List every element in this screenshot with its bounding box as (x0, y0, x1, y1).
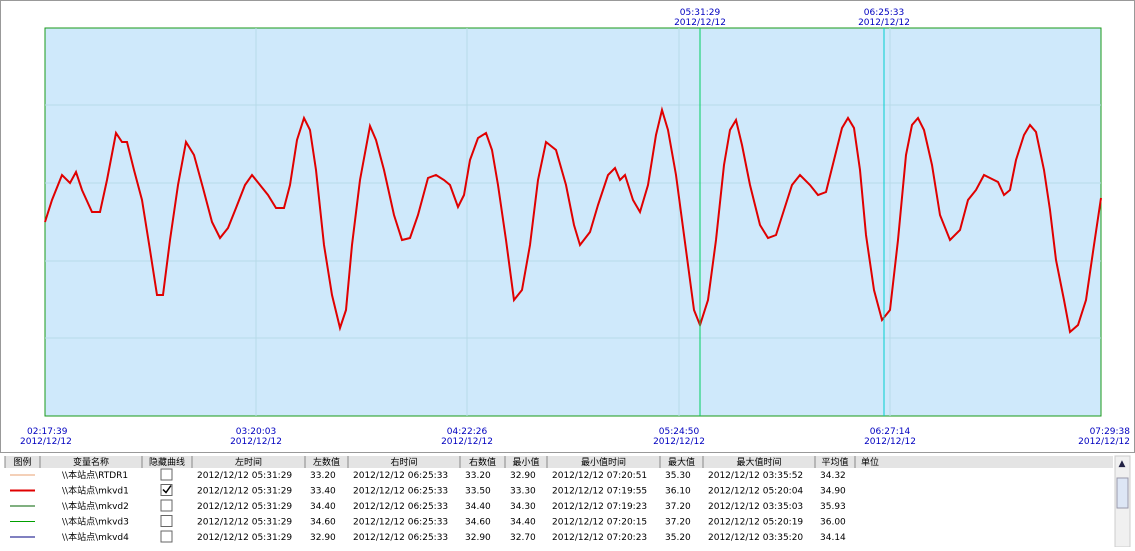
variable-name: \\本站点\mkvd4 (62, 531, 129, 543)
variable-name: \\本站点\RTDR1 (62, 469, 128, 481)
table-cell: 2012/12/12 06:25:33 (353, 533, 448, 543)
table-cell: 32.90 (510, 471, 536, 481)
column-header: 隐藏曲线 (149, 456, 185, 468)
table-cell: 32.90 (465, 533, 491, 543)
table-cell: 32.70 (510, 533, 536, 543)
table-cell: 2012/12/12 07:19:55 (552, 487, 647, 497)
cursor-date: 2012/12/12 (858, 18, 910, 28)
table-cell: 2012/12/12 05:31:29 (197, 487, 292, 497)
table-cell: 34.30 (510, 502, 536, 512)
hide-checkbox[interactable] (160, 468, 173, 481)
cursor-time: 06:25:33 (864, 8, 904, 18)
table-cell: 2012/12/12 06:25:33 (353, 518, 448, 528)
x-tick-date: 2012/12/12 (1078, 437, 1130, 447)
column-header: 最小值 (512, 456, 539, 468)
table-cell: 34.32 (820, 471, 846, 481)
table-cell: 33.30 (510, 487, 536, 497)
table-cell: 37.20 (665, 502, 691, 512)
table-cell: 35.20 (665, 533, 691, 543)
table-cell: 33.50 (465, 487, 491, 497)
x-tick-time: 04:22:26 (447, 427, 488, 437)
table-cell: 2012/12/12 07:19:23 (552, 502, 647, 512)
variable-name: \\本站点\mkvd1 (62, 485, 129, 497)
table-cell: 2012/12/12 06:25:33 (353, 502, 448, 512)
x-tick-date: 2012/12/12 (653, 437, 705, 447)
table-cell: 34.60 (310, 518, 336, 528)
table-cell: 2012/12/12 06:25:33 (353, 487, 448, 497)
table-cell: 2012/12/12 05:31:29 (197, 502, 292, 512)
x-tick-time: 02:17:39 (27, 427, 68, 437)
table-cell: 2012/12/12 07:20:15 (552, 518, 647, 528)
column-header: 左时间 (235, 456, 262, 468)
column-header: 右时间 (390, 456, 417, 468)
table-cell: 34.40 (465, 502, 491, 512)
table-cell: 36.00 (820, 518, 846, 528)
hide-checkbox[interactable] (160, 499, 173, 512)
table-cell: 2012/12/12 03:35:20 (708, 533, 803, 543)
column-header: 最小值时间 (581, 456, 626, 468)
column-header: 最大值时间 (736, 456, 781, 468)
trend-curve (44, 106, 1102, 334)
column-header: 变量名称 (73, 456, 109, 468)
column-header: 单位 (861, 456, 879, 468)
table-cell: 2012/12/12 07:20:23 (552, 533, 647, 543)
check-mark (162, 485, 172, 494)
table-cell: 35.30 (665, 471, 691, 481)
table-header (5, 456, 1113, 468)
table-cell: 2012/12/12 07:20:51 (552, 471, 647, 481)
table-cell: 2012/12/12 06:25:33 (353, 471, 448, 481)
variable-name: \\本站点\mkvd3 (62, 516, 129, 528)
x-tick-time: 05:24:50 (659, 427, 700, 437)
cursor-date: 2012/12/12 (674, 18, 726, 28)
table-cell: 34.40 (310, 502, 336, 512)
scroll-up[interactable]: ▲ (1119, 459, 1126, 469)
table-cell: 34.14 (820, 533, 846, 543)
cursor-time: 05:31:29 (680, 8, 721, 18)
table-cell: 32.90 (310, 533, 336, 543)
table-cell: 2012/12/12 05:31:29 (197, 533, 292, 543)
grid (45, 28, 1101, 416)
table-cell: 33.40 (310, 487, 336, 497)
table-cell: 34.60 (465, 518, 491, 528)
hide-checkbox[interactable] (160, 484, 173, 496)
column-header: 左数值 (313, 456, 340, 468)
x-tick-time: 03:20:03 (236, 427, 276, 437)
column-header: 图例 (13, 456, 31, 468)
table-cell: 2012/12/12 03:35:52 (708, 471, 803, 481)
hide-checkbox[interactable] (160, 515, 173, 527)
hide-checkbox[interactable] (160, 530, 173, 543)
variable-name: \\本站点\mkvd2 (62, 500, 129, 512)
table-cell: 2012/12/12 05:20:04 (708, 487, 803, 497)
scroll-thumb[interactable] (1116, 477, 1129, 509)
table-cell: 33.20 (465, 471, 491, 481)
column-header: 最大值 (668, 456, 695, 468)
table-cell: 34.90 (820, 487, 846, 497)
table-cell: 2012/12/12 05:20:19 (708, 518, 803, 528)
x-tick-date: 2012/12/12 (441, 437, 493, 447)
table-cell: 33.20 (310, 471, 336, 481)
x-tick-date: 2012/12/12 (20, 437, 72, 447)
table-cell: 37.20 (665, 518, 691, 528)
table-cell: 2012/12/12 05:31:29 (197, 518, 292, 528)
x-tick-date: 2012/12/12 (864, 437, 916, 447)
table-cell: 36.10 (665, 487, 691, 497)
x-tick-time: 06:27:14 (870, 427, 911, 437)
x-tick-date: 2012/12/12 (230, 437, 282, 447)
table-cell: 2012/12/12 03:35:03 (708, 502, 803, 512)
x-tick-time: 07:29:38 (1090, 427, 1131, 437)
column-header: 平均值 (821, 456, 848, 468)
table-cell: 34.40 (510, 518, 536, 528)
column-header: 右数值 (469, 456, 496, 468)
table-cell: 35.93 (820, 502, 846, 512)
table-cell: 2012/12/12 05:31:29 (197, 471, 292, 481)
